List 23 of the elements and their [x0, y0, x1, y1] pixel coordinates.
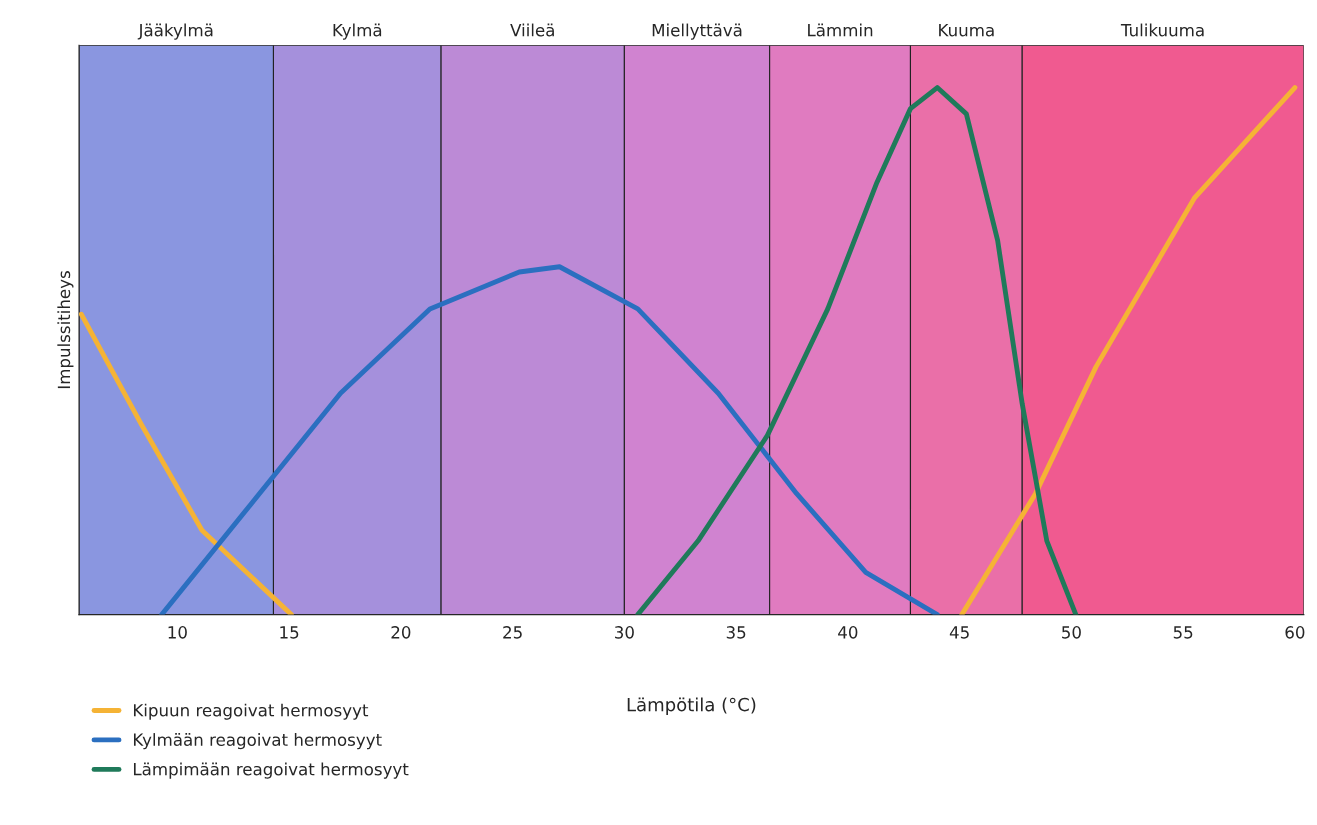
x-tick-label: 25 [503, 626, 522, 639]
band-label: Lämmin [808, 23, 873, 37]
x-tick-label: 60 [1285, 626, 1305, 639]
band-label: Viileä [510, 23, 554, 37]
legend-label: Lämpimään reagoivat hermosyyt [133, 762, 409, 779]
legend-label: Kylmään reagoivat hermosyyt [133, 733, 382, 750]
y-axis-title: Impulssitiheys [57, 271, 74, 389]
x-tick-label: 40 [838, 626, 858, 639]
band-label: Jääkylmä [137, 23, 213, 40]
legend-label: Kipuun reagoivat hermosyyt [133, 703, 369, 720]
x-tick-label: 20 [391, 626, 411, 639]
x-tick-label: 15 [280, 626, 299, 639]
x-tick-label: 45 [949, 626, 969, 639]
band-label: Tulikuuma [1120, 23, 1204, 37]
x-tick-label: 35 [726, 626, 746, 639]
x-tick-label: 55 [1173, 626, 1193, 639]
band-label: Kuuma [939, 24, 994, 37]
x-tick-label: 50 [1062, 626, 1081, 639]
x-tick-label: 30 [615, 626, 634, 639]
band-label: Kylmä [333, 23, 382, 40]
x-axis-title: Lämpötila (°C) [627, 697, 756, 715]
band-label: Miellyttävä [652, 23, 742, 40]
x-tick-label: 10 [168, 626, 187, 639]
